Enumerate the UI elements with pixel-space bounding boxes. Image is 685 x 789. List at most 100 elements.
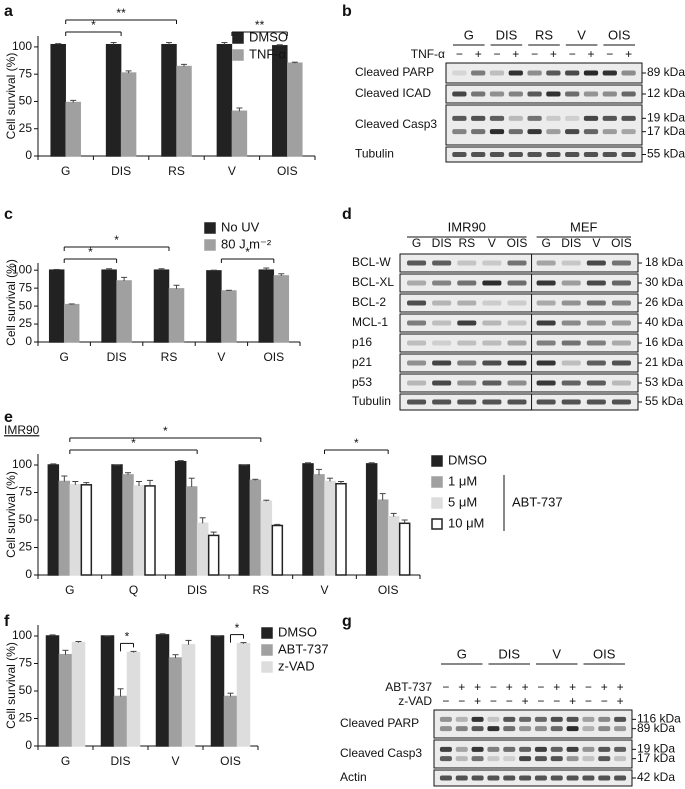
blot-lane-label: DIS — [432, 236, 452, 250]
blot-band — [457, 340, 477, 346]
treatment-mark: − — [490, 694, 497, 708]
blot-band — [439, 756, 452, 762]
treatment-mark: + — [512, 47, 519, 61]
bar — [80, 484, 93, 576]
blot-row-label: Tubulin — [352, 394, 391, 408]
blot-band — [561, 260, 581, 266]
y-tick-label: 0 — [25, 334, 32, 348]
blot-lane-label: G — [541, 236, 550, 250]
x-tick-label: DIS — [187, 583, 207, 597]
panel-label: c — [4, 206, 13, 223]
legend-group-label: ABT-737 — [512, 494, 563, 509]
blot-lane-label: V — [488, 236, 496, 250]
blot-band — [583, 91, 599, 97]
treatment-mark: + — [474, 694, 481, 708]
blot-band — [602, 115, 617, 121]
bar — [144, 485, 156, 576]
blot-band — [611, 280, 631, 286]
blot-band — [586, 340, 606, 346]
blot-band — [565, 115, 580, 121]
blot-band — [536, 320, 556, 326]
blot-band — [611, 399, 631, 405]
legend-swatch — [232, 32, 244, 44]
blot-band — [407, 340, 427, 346]
blot-group-label: IMR90 — [448, 219, 486, 234]
treatment-mark: + — [522, 680, 529, 694]
significance-label: * — [125, 630, 130, 644]
blot-band — [455, 756, 468, 762]
bar — [271, 524, 284, 576]
size-label: 89 kDa — [637, 721, 675, 735]
blot-band — [471, 716, 484, 722]
size-label: 26 kDa — [645, 295, 683, 309]
y-tick-label: 50 — [19, 298, 33, 312]
x-tick-label: G — [65, 583, 74, 597]
bar — [238, 464, 251, 576]
blot-band — [583, 152, 599, 157]
bar — [302, 463, 314, 576]
bar — [231, 110, 248, 157]
blot-band — [487, 775, 500, 781]
legend-label: DMSO — [448, 452, 487, 467]
legend-label: ABT-737 — [278, 641, 329, 656]
bar — [260, 500, 273, 576]
y-tick-label: 25 — [19, 316, 33, 330]
bar — [196, 522, 209, 576]
treatment-label: TNF-α — [411, 47, 445, 61]
blot-band — [527, 115, 542, 121]
y-tick-label: 0 — [25, 738, 32, 752]
blot-band — [586, 320, 606, 326]
blot-band — [482, 380, 502, 386]
blot-band — [582, 716, 595, 722]
bar — [133, 485, 145, 576]
significance-label: * — [245, 245, 250, 259]
blot-band — [527, 70, 542, 76]
x-tick-label: Q — [129, 583, 138, 597]
blot-band — [566, 716, 579, 722]
blot-band — [471, 726, 484, 732]
bar — [236, 642, 251, 747]
blot-band — [457, 399, 477, 405]
legend-swatch — [204, 239, 216, 251]
x-tick-label: G — [60, 350, 69, 364]
y-axis-label: Cell survival (%) — [4, 471, 18, 558]
bar — [111, 464, 123, 576]
size-label: 53 kDa — [645, 375, 683, 389]
y-axis-label: Cell survival (%) — [4, 259, 18, 346]
blot-band — [614, 716, 627, 722]
bar — [153, 269, 170, 343]
blot-band — [583, 129, 599, 135]
blot-band — [536, 260, 556, 266]
blot-band — [536, 380, 556, 386]
x-tick-label: RS — [252, 583, 269, 597]
treatment-mark: − — [458, 694, 465, 708]
panel-label: e — [4, 409, 13, 426]
blot-band — [614, 756, 627, 762]
blot-band — [614, 746, 627, 752]
blot-band — [561, 399, 581, 405]
blot-band — [566, 775, 579, 781]
blot-band — [439, 726, 452, 732]
blot-band — [519, 746, 532, 752]
x-tick-label: OIS — [220, 754, 241, 768]
blot-band — [507, 300, 527, 306]
blot-row-label: BCL-W — [352, 255, 391, 269]
blot-band — [482, 280, 502, 286]
bar — [105, 43, 122, 157]
legend-swatch — [232, 49, 244, 61]
size-label: 19 kDa — [647, 111, 685, 125]
treatment-mark: + — [475, 47, 482, 61]
blot-band — [565, 91, 580, 97]
blot-band — [534, 756, 547, 762]
blot-band — [519, 775, 532, 781]
blot-band — [546, 70, 561, 76]
size-label: 17 kDa — [647, 124, 685, 138]
blot-row-label: p16 — [352, 335, 372, 349]
blot-band — [489, 152, 505, 157]
blot-band — [487, 726, 500, 732]
blot-band — [527, 152, 542, 157]
blot-band — [621, 152, 636, 157]
x-tick-label: OIS — [263, 350, 284, 364]
blot-band — [561, 340, 581, 346]
